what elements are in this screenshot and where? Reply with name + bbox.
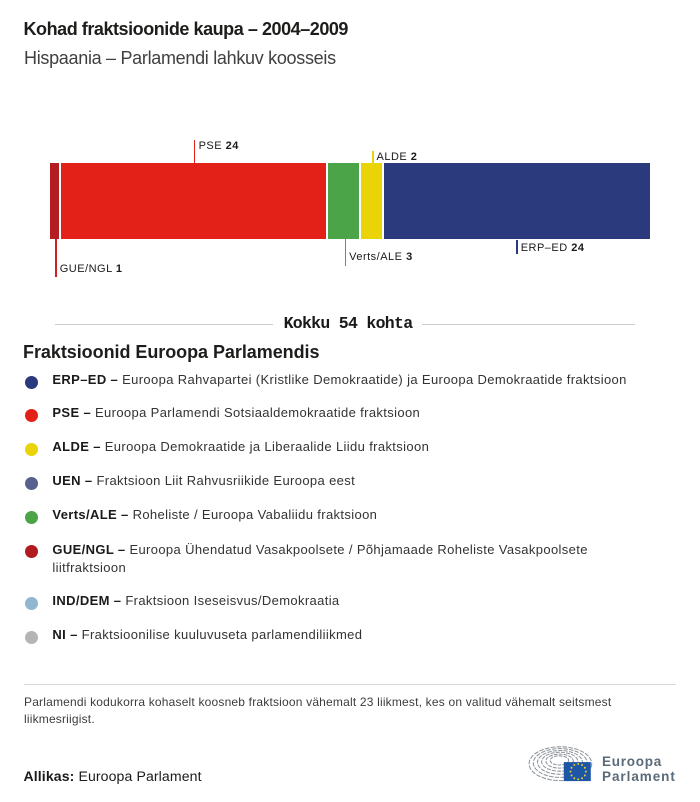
- svg-text:Euroopa: Euroopa: [602, 754, 662, 769]
- svg-text:Parlament: Parlament: [602, 769, 676, 784]
